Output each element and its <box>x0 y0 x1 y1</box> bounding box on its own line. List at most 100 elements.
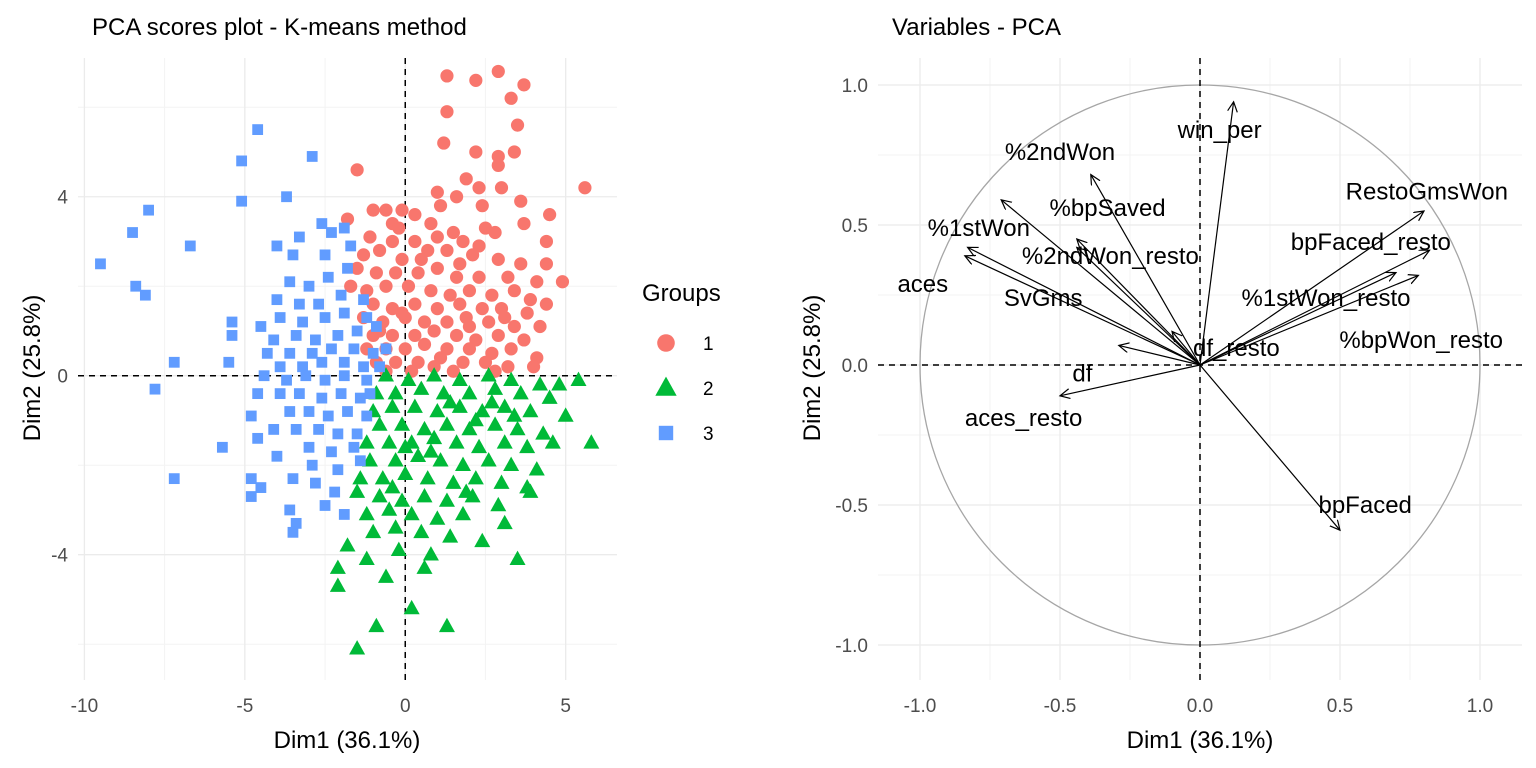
variables-y-tick-label: 1.0 <box>842 76 868 97</box>
score-point-group-3 <box>252 388 264 400</box>
score-point-group-2 <box>394 492 411 507</box>
variable-label: %2ndWon <box>1005 139 1115 166</box>
score-point-group-2 <box>419 470 436 485</box>
score-point-group-3 <box>130 280 142 292</box>
score-point-group-2 <box>487 416 504 431</box>
score-point-group-3 <box>268 334 280 346</box>
score-point-group-2 <box>474 402 491 418</box>
score-point-group-1 <box>539 297 554 311</box>
score-point-group-2 <box>519 438 536 454</box>
score-point-group-3 <box>354 455 366 467</box>
score-point-group-3 <box>316 218 328 229</box>
score-point-group-1 <box>392 221 406 235</box>
score-point-group-3 <box>367 347 379 359</box>
score-point-group-1 <box>440 105 454 119</box>
score-point-group-3 <box>261 347 273 359</box>
score-point-group-2 <box>503 371 520 386</box>
score-point-group-1 <box>395 252 409 266</box>
score-point-group-1 <box>472 270 486 284</box>
variables-x-tick-label: 0.5 <box>1327 696 1353 717</box>
score-point-group-2 <box>381 434 398 449</box>
score-point-group-2 <box>416 559 433 574</box>
score-point-group-2 <box>531 376 549 391</box>
score-point-group-2 <box>461 385 478 400</box>
score-point-group-3 <box>332 428 344 440</box>
score-point-group-1 <box>360 284 374 298</box>
score-point-group-3 <box>348 343 360 355</box>
score-point-group-3 <box>271 450 283 462</box>
score-point-group-3 <box>319 374 331 386</box>
score-point-group-3 <box>252 124 264 135</box>
scores-x-tick-label: -10 <box>71 696 98 717</box>
score-point-group-2 <box>358 550 375 565</box>
score-point-group-2 <box>339 537 356 552</box>
score-point-group-1 <box>385 328 400 343</box>
score-point-group-2 <box>522 483 539 498</box>
score-point-group-1 <box>475 301 489 316</box>
score-point-group-2 <box>438 492 455 507</box>
score-point-group-2 <box>496 514 513 530</box>
score-point-group-3 <box>306 347 318 359</box>
score-point-group-3 <box>255 321 267 332</box>
score-point-group-1 <box>462 284 477 298</box>
score-point-group-3 <box>287 473 299 485</box>
score-point-group-1 <box>491 328 505 343</box>
score-point-group-2 <box>394 416 411 431</box>
variables-x-ticks: -1.0 -0.5 0.0 0.5 1.0 <box>904 696 1494 717</box>
variable-label: aces_resto <box>965 405 1082 432</box>
score-point-group-3 <box>326 227 337 238</box>
score-point-group-3 <box>313 424 325 435</box>
score-point-group-2 <box>429 402 446 418</box>
variable-label: df <box>1072 360 1092 387</box>
score-point-group-2 <box>480 452 497 467</box>
score-point-group-3 <box>313 298 325 310</box>
score-point-group-1 <box>408 208 422 222</box>
score-point-group-1 <box>469 145 483 159</box>
score-point-group-2 <box>390 541 407 557</box>
score-point-group-3 <box>216 441 228 453</box>
score-point-group-2 <box>535 425 552 440</box>
score-point-group-1 <box>488 225 502 240</box>
score-point-group-2 <box>368 617 385 633</box>
score-point-group-3 <box>342 262 353 274</box>
score-point-group-1 <box>440 243 454 258</box>
score-point-group-2 <box>361 452 378 467</box>
score-point-group-2 <box>384 398 401 413</box>
score-point-group-1 <box>517 78 531 92</box>
scores-points <box>95 64 600 655</box>
score-point-group-1 <box>456 355 470 369</box>
variable-label: %bpWon_resto <box>1339 327 1503 354</box>
variable-label: SvGms <box>1004 285 1083 312</box>
score-point-group-1 <box>555 275 570 289</box>
score-point-group-1 <box>350 261 364 275</box>
score-point-group-3 <box>245 491 257 502</box>
score-point-group-2 <box>403 599 420 615</box>
score-point-group-1 <box>369 266 383 280</box>
score-point-group-3 <box>345 240 357 252</box>
score-point-group-1 <box>501 270 515 284</box>
score-point-group-2 <box>474 532 491 548</box>
variables-x-tick-label: -0.5 <box>1044 696 1077 717</box>
score-point-group-2 <box>426 367 443 382</box>
score-point-group-3 <box>252 432 264 444</box>
variable-arrow <box>1199 273 1396 366</box>
score-point-group-1 <box>514 194 528 208</box>
score-point-group-1 <box>411 266 425 280</box>
score-point-group-3 <box>223 356 235 368</box>
score-point-group-2 <box>570 371 587 386</box>
score-point-group-2 <box>467 470 484 485</box>
score-point-group-3 <box>319 312 331 323</box>
score-point-group-3 <box>236 195 248 207</box>
score-point-group-3 <box>297 316 308 328</box>
score-point-group-2 <box>493 474 510 489</box>
score-point-group-3 <box>245 410 257 422</box>
score-point-group-1 <box>440 315 454 329</box>
score-point-group-1 <box>414 252 428 266</box>
score-point-group-1 <box>539 257 554 271</box>
score-point-group-3 <box>329 486 341 498</box>
score-point-group-1 <box>520 306 534 320</box>
variable-arrow <box>1077 239 1201 366</box>
score-point-group-3 <box>306 151 318 162</box>
score-point-group-2 <box>387 385 404 400</box>
